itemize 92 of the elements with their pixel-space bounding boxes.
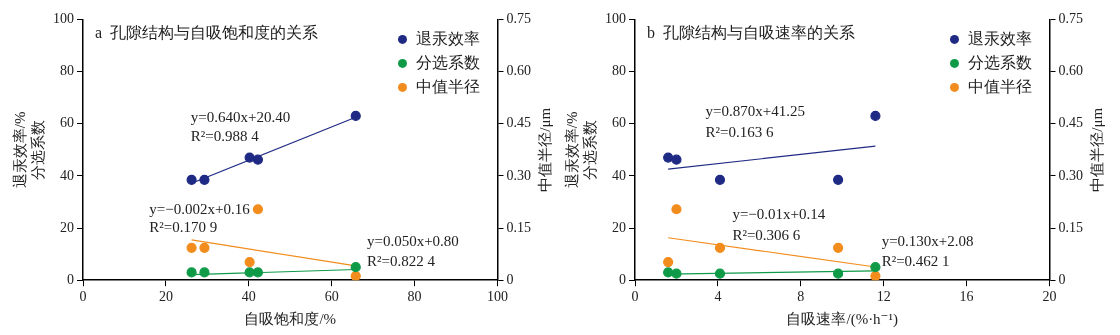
point (714, 242, 726, 253)
legend-label: 退汞效率 (967, 29, 1032, 47)
x-tick-label: 0 (631, 289, 639, 305)
y-tick-label: 0 (619, 271, 626, 287)
y-tick-label: 60 (60, 115, 74, 131)
y2-tick-label: 0.15 (1058, 219, 1083, 235)
y2-tick-label: 0.60 (506, 63, 531, 79)
y-tick-label: 20 (60, 219, 74, 235)
legend-label: 中值半径 (415, 77, 480, 95)
annotation: R²=0.988 4 (190, 127, 260, 144)
y-tick-label: 100 (53, 11, 74, 27)
x-tick-label: 16 (959, 289, 974, 305)
x-axis-title: 自吸速率/(%·h⁻¹) (786, 310, 899, 328)
x-tick-label: 20 (1042, 289, 1057, 305)
y2-tick-label: 0.45 (1058, 115, 1083, 131)
annotation: R²=0.462 1 (881, 252, 950, 269)
point (833, 268, 844, 279)
y-tick-label: 40 (612, 167, 626, 183)
y2-tick-label: 0.15 (506, 219, 531, 235)
x-tick-label: 12 (876, 289, 891, 305)
y2-tick-label: 0.75 (506, 11, 531, 27)
y-tick-label: 40 (60, 167, 74, 183)
point (663, 152, 674, 163)
y2-axis-title: 中值半径/μm (1088, 107, 1105, 192)
point (252, 204, 264, 215)
y-axis-title: 退汞效率/% 分选系数 (563, 111, 598, 189)
annotation: y=0.130x+2.08 (881, 233, 974, 250)
x-tick-label: 4 (714, 289, 722, 305)
annotation: y=0.050x+0.80 (366, 233, 459, 250)
annotation: y=0.870x+41.25 (705, 102, 805, 119)
point (671, 154, 682, 165)
y-tick-label: 80 (612, 63, 626, 79)
point (714, 268, 726, 279)
point (663, 257, 674, 268)
point (252, 267, 264, 278)
annotation: R²=0.170 9 (149, 218, 218, 235)
x-tick-label: 0 (79, 289, 87, 305)
point (244, 152, 255, 163)
annotation: y=−0.002x+0.16 (149, 200, 251, 217)
point (186, 267, 197, 278)
point (199, 174, 210, 185)
x-tick-label: 20 (158, 289, 173, 305)
annotation: a 孔隙结构与自吸饱和度的关系 (95, 23, 319, 41)
point (199, 267, 210, 278)
point (186, 242, 197, 253)
y2-tick-label: 0.60 (1058, 63, 1083, 79)
point (244, 257, 255, 268)
annotation: y=−0.01x+0.14 (732, 205, 826, 222)
point (252, 154, 264, 165)
point (870, 270, 881, 281)
point (350, 262, 361, 273)
y-tick-label: 100 (605, 11, 626, 27)
x-tick-label: 80 (407, 289, 422, 305)
annotation: R²=0.822 4 (366, 252, 436, 269)
annotation: R²=0.306 6 (732, 226, 801, 243)
point (870, 110, 881, 121)
point (833, 242, 844, 253)
legend-label: 分选系数 (415, 53, 480, 71)
annotation: y=0.640x+20.40 (190, 109, 291, 126)
point (186, 174, 197, 185)
point (671, 204, 682, 215)
y2-tick-label: 0.30 (506, 167, 531, 183)
point (350, 110, 361, 121)
point (714, 174, 726, 185)
point (671, 268, 682, 279)
point (870, 262, 881, 273)
point (833, 174, 844, 185)
y2-tick-label: 0.30 (1058, 167, 1083, 183)
point (244, 267, 255, 278)
y-tick-label: 20 (612, 219, 626, 235)
y-tick-label: 60 (612, 115, 626, 131)
x-axis-title: 自吸饱和度/% (244, 310, 337, 327)
legend-label: 退汞效率 (415, 29, 480, 47)
legend-label: 分选系数 (967, 53, 1032, 71)
y2-tick-label: 0 (506, 271, 514, 287)
x-tick-label: 100 (487, 289, 508, 305)
point (663, 267, 674, 278)
point (350, 270, 361, 281)
y2-tick-label: 0.45 (506, 115, 531, 131)
x-tick-label: 8 (797, 289, 805, 305)
x-tick-label: 40 (241, 289, 256, 305)
x-tick-label: 60 (324, 289, 339, 305)
y2-tick-label: 0.75 (1058, 11, 1083, 27)
legend-label: 中值半径 (967, 77, 1032, 95)
y2-axis-title: 中值半径/μm (536, 107, 553, 192)
y-tick-label: 80 (60, 63, 74, 79)
point (199, 242, 210, 253)
annotation: b 孔隙结构与自吸速率的关系 (647, 23, 855, 41)
annotation: R²=0.163 6 (705, 123, 774, 140)
y-axis-title: 退汞效率/% 分选系数 (11, 111, 46, 189)
y2-tick-label: 0 (1058, 271, 1066, 287)
y-tick-label: 0 (67, 271, 74, 287)
